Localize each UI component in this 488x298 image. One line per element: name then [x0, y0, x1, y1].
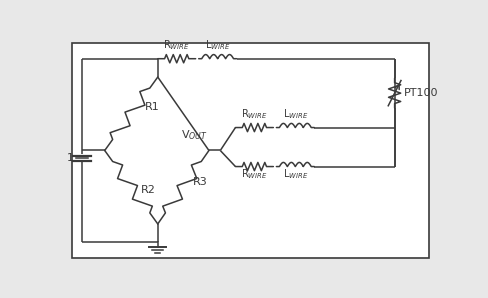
Text: R1: R1 — [144, 102, 159, 112]
Text: PT100: PT100 — [403, 88, 438, 98]
Text: R$_{WIRE}$: R$_{WIRE}$ — [163, 38, 190, 52]
Text: R$_{WIRE}$: R$_{WIRE}$ — [241, 107, 267, 121]
Text: R$_{WIRE}$: R$_{WIRE}$ — [241, 167, 267, 181]
Text: L$_{WIRE}$: L$_{WIRE}$ — [282, 107, 307, 121]
Text: L$_{WIRE}$: L$_{WIRE}$ — [282, 167, 307, 181]
Text: R3: R3 — [192, 177, 207, 187]
Text: R2: R2 — [141, 185, 155, 195]
Text: V$_{OUT}$: V$_{OUT}$ — [180, 129, 207, 142]
Text: 1: 1 — [66, 153, 73, 163]
Text: L$_{WIRE}$: L$_{WIRE}$ — [204, 38, 230, 52]
